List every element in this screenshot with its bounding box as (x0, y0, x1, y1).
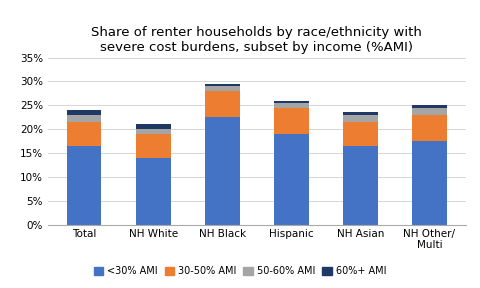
Bar (343, 146, 378, 225)
Bar (274, 103, 309, 108)
Bar (274, 101, 309, 103)
Bar (136, 124, 170, 129)
Bar (205, 86, 240, 91)
Bar (136, 158, 170, 225)
Title: Share of renter households by race/ethnicity with
severe cost burdens, subset by: Share of renter households by race/ethni… (91, 26, 422, 54)
Bar (136, 129, 170, 134)
Bar (67, 122, 101, 146)
Bar (412, 108, 446, 115)
Legend: <30% AMI, 30-50% AMI, 50-60% AMI, 60%+ AMI: <30% AMI, 30-50% AMI, 50-60% AMI, 60%+ A… (90, 262, 390, 280)
Bar (205, 84, 240, 86)
Bar (205, 91, 240, 117)
Bar (67, 110, 101, 115)
Bar (67, 115, 101, 122)
Bar (274, 134, 309, 225)
Bar (67, 146, 101, 225)
Bar (343, 113, 378, 115)
Bar (136, 134, 170, 158)
Bar (274, 108, 309, 134)
Bar (343, 122, 378, 146)
Bar (412, 105, 446, 108)
Bar (412, 115, 446, 141)
Bar (343, 115, 378, 122)
Bar (412, 141, 446, 225)
Bar (205, 117, 240, 225)
